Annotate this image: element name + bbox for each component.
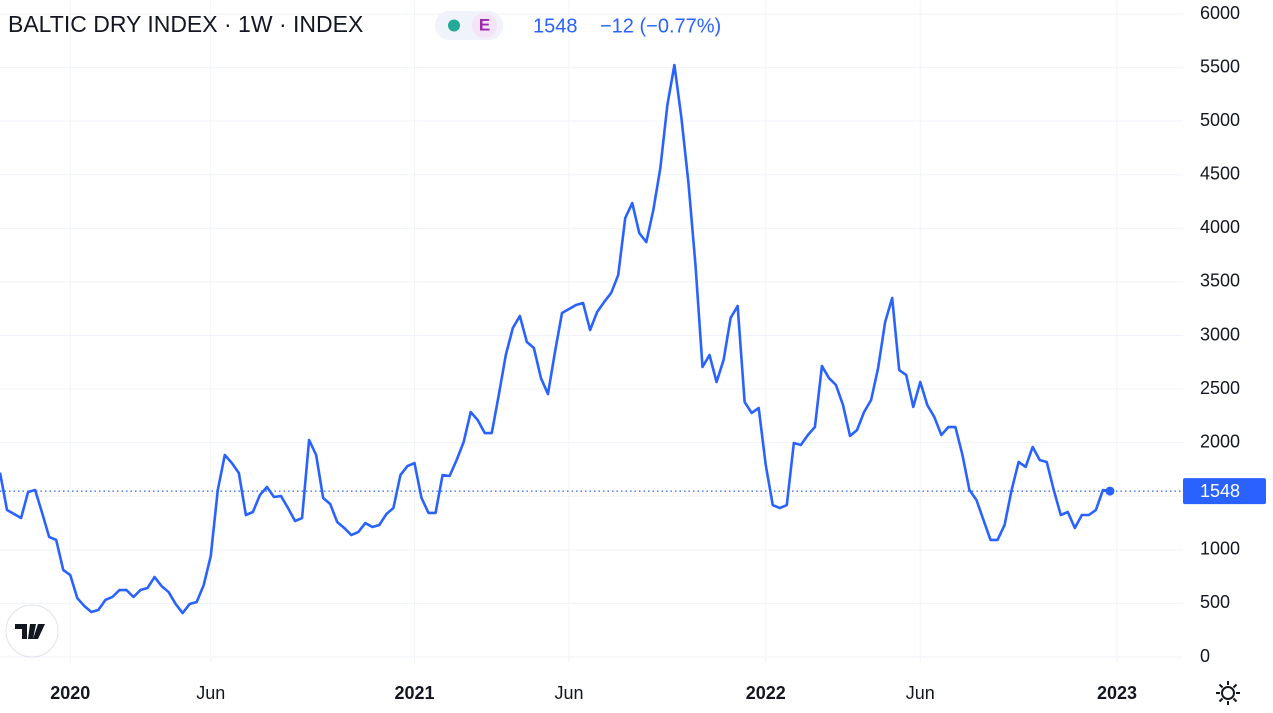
logo-mark bbox=[15, 624, 45, 639]
price-change: −12 (−0.77%) bbox=[600, 15, 721, 37]
price: 1548 bbox=[533, 15, 578, 37]
x-tick-label: 2020 bbox=[50, 683, 90, 703]
price-label: 1548 bbox=[1200, 481, 1240, 501]
y-tick-label: 500 bbox=[1200, 592, 1230, 612]
grid bbox=[0, 0, 1183, 662]
y-tick-label: 2500 bbox=[1200, 378, 1240, 398]
chart-title: BALTIC DRY INDEX · 1W · INDEX bbox=[8, 11, 363, 37]
plot bbox=[0, 63, 1183, 615]
y-tick-label: 4000 bbox=[1200, 217, 1240, 237]
y-tick-label: 3500 bbox=[1200, 271, 1240, 291]
y-tick-label: 0 bbox=[1200, 646, 1210, 666]
x-tick-label: 2023 bbox=[1097, 683, 1137, 703]
logo bbox=[5, 604, 59, 658]
y-tick-label: 5500 bbox=[1200, 56, 1240, 76]
settings-icon[interactable] bbox=[1216, 681, 1240, 705]
badge-e: E bbox=[479, 15, 490, 34]
y-tick-label: 3000 bbox=[1200, 324, 1240, 344]
x-tick-label: Jun bbox=[906, 683, 935, 703]
y-tick-label: 4500 bbox=[1200, 164, 1240, 184]
x-tick-label: 2022 bbox=[746, 683, 786, 703]
y-tick-label: 6000 bbox=[1200, 3, 1240, 23]
x-tick-label: 2021 bbox=[394, 683, 434, 703]
price-label-bg bbox=[1183, 478, 1266, 505]
price-line bbox=[0, 63, 1111, 615]
y-tick-label: 5000 bbox=[1200, 110, 1240, 130]
y-tick-label: 1000 bbox=[1200, 539, 1240, 559]
y-tick-label: 2000 bbox=[1200, 431, 1240, 451]
x-tick-label: Jun bbox=[196, 683, 225, 703]
x-tick-label: Jun bbox=[555, 683, 584, 703]
badge-e-bg bbox=[472, 13, 497, 38]
status-dot bbox=[448, 19, 460, 32]
last-point bbox=[1105, 486, 1115, 496]
